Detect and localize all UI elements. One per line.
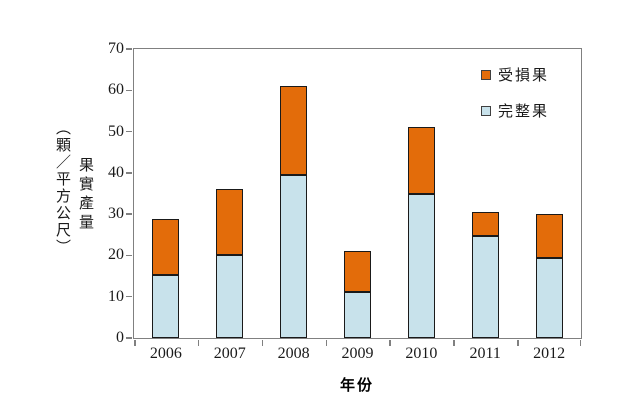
bar-2006-完整果: [152, 275, 180, 338]
y-axis-tick: [126, 172, 132, 174]
x-axis-tick: [261, 340, 264, 346]
y-tick-label: 10: [108, 287, 124, 305]
intact-swatch-icon: [481, 105, 491, 116]
y-tick-label: 20: [108, 246, 124, 264]
y-tick-label: 40: [108, 163, 124, 181]
y-axis-tick: [126, 213, 132, 215]
plot-area: 受損果 完整果 0 10 20 30 40 50 60 70 2006 2007 2008 2009 2…: [108, 40, 582, 362]
y-tick-label: 0: [116, 329, 124, 346]
bar-2012-受損果: [535, 214, 563, 258]
legend-label-intact: 完整果: [498, 104, 550, 120]
x-tick-label: 2008: [277, 345, 310, 362]
legend-label-damaged: 受損果: [498, 68, 550, 84]
x-axis-tick: [325, 340, 328, 346]
bar-2010-完整果: [407, 194, 435, 338]
x-axis-title: 年份: [339, 378, 375, 394]
y-tick-label: 30: [108, 205, 124, 223]
bar-2007-完整果: [216, 255, 244, 338]
x-axis-tick: [453, 340, 455, 346]
bar-2006-受損果: [152, 219, 180, 276]
x-tick-label: 2010: [405, 345, 438, 362]
x-axis-tick: [134, 340, 136, 346]
legend: 受損果 完整果: [481, 64, 549, 121]
bar-2011-完整果: [471, 235, 499, 338]
y-axis-tick: [126, 130, 132, 133]
bar-2012-完整果: [535, 257, 563, 338]
x-tick-label: 2007: [213, 345, 246, 362]
bar-2009-完整果: [344, 291, 371, 338]
x-axis-tick: [517, 340, 519, 346]
y-tick-label: 60: [108, 81, 124, 99]
x-tick-label: 2009: [341, 345, 374, 362]
y-tick-label: 50: [108, 122, 124, 140]
y-axis-tick: [126, 295, 132, 298]
legend-entry-damaged: 受損果: [481, 64, 549, 85]
bar-2007-受損果: [216, 188, 244, 256]
bar-2011-受損果: [471, 211, 499, 236]
damaged-swatch-icon: [481, 69, 491, 80]
y-axis-unit: （顆／平方公尺）: [54, 120, 70, 256]
bar-2008-受損果: [280, 86, 308, 175]
y-axis-tick: [126, 254, 132, 257]
bar-2009-受損果: [344, 251, 371, 292]
y-axis-title: 果實產量: [77, 157, 93, 233]
bar-2010-受損果: [407, 126, 435, 195]
y-axis-tick: [126, 337, 132, 339]
x-tick-label: 2011: [469, 345, 501, 362]
x-tick-label: 2012: [533, 345, 566, 362]
legend-entry-intact: 完整果: [481, 100, 549, 121]
x-axis-tick: [579, 340, 581, 346]
bar-2008-完整果: [280, 174, 308, 338]
x-tick-label: 2006: [149, 345, 182, 362]
y-tick-label: 70: [108, 40, 124, 57]
x-axis-tick: [197, 340, 200, 346]
y-axis-tick: [126, 89, 132, 92]
y-axis-tick: [126, 48, 132, 50]
x-axis-tick: [389, 340, 391, 346]
